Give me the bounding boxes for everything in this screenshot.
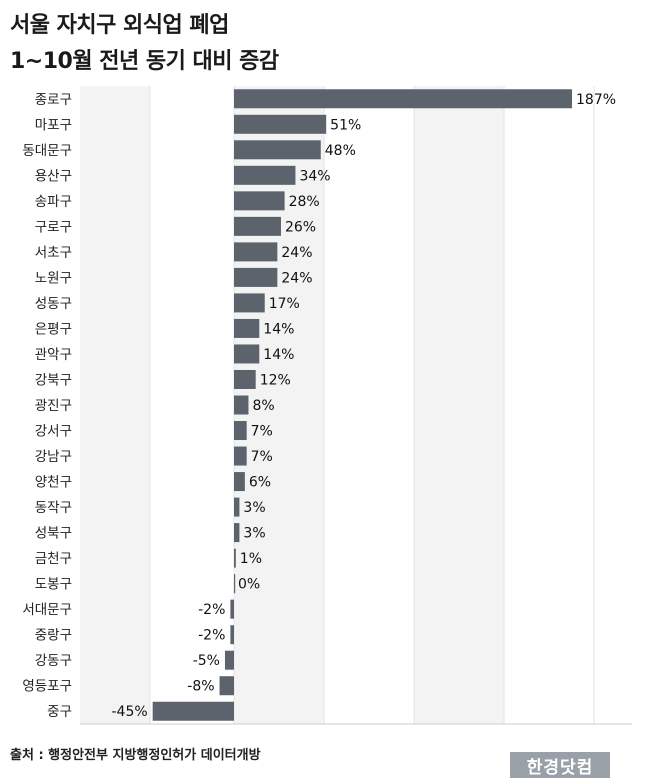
value-label: 24% [281,245,312,261]
value-label: -8% [187,679,214,695]
bar-강북구 [234,369,256,389]
value-label: -5% [193,653,220,669]
category-label: 성동구 [35,296,72,312]
category-label: 송파구 [35,194,72,210]
category-label: 강남구 [35,449,72,465]
value-label: 3% [243,500,265,516]
bar-도봉구 [234,574,236,594]
category-label: 영등포구 [22,679,72,695]
chart-title: 서울 자치구 외식업 폐업 1~10월 전년 동기 대비 증감 [10,8,279,80]
bar-마포구 [234,114,327,134]
value-label: 0% [238,577,260,593]
bar-chart: 187% 종로구 51% 마포구 48% 동대문구 34% 용산구 28% 송파구 26% 구로구 24… [22,86,632,725]
category-label: 중랑구 [35,628,72,644]
bar-강서구 [234,421,247,441]
bar-동대문구 [234,140,321,160]
category-label: 관악구 [35,347,72,363]
value-label: 6% [249,475,271,491]
bar-양천구 [234,472,245,492]
category-label: 양천구 [35,475,72,491]
bar-금천구 [234,548,236,568]
category-label: 동대문구 [22,143,72,159]
source-note: 출처 : 행정안전부 지방행정인허가 데이터개방 [10,748,261,763]
bar-중랑구 [230,625,234,645]
value-label: 8% [252,398,274,414]
bar-서대문구 [230,599,234,619]
value-label: -2% [198,628,225,644]
category-label: 용산구 [35,168,72,184]
category-label: 동작구 [35,500,72,516]
value-label: 7% [251,424,273,440]
value-label: 51% [330,117,361,133]
category-label: 성북구 [35,526,72,542]
bar-송파구 [234,191,285,211]
bar-용산구 [234,165,296,185]
bar-중구 [152,701,234,721]
category-label: 도봉구 [35,577,72,593]
bar-구로구 [234,216,281,236]
category-label: 서대문구 [22,602,72,618]
bar-관악구 [234,344,260,364]
bar-강동구 [224,650,234,670]
value-label: 48% [325,143,356,159]
value-label: 14% [263,347,294,363]
category-label: 종로구 [35,92,72,108]
value-label: 3% [243,526,265,542]
bar-노원구 [234,267,278,287]
category-label: 마포구 [35,117,72,133]
value-label: 26% [285,219,316,235]
title-line-2: 1~10월 전년 동기 대비 증감 [10,49,279,74]
publisher-logo: 한경닷컴 [510,752,610,778]
value-label: 187% [576,92,616,108]
plot-band [414,86,504,724]
bar-성동구 [234,293,265,313]
value-label: 7% [251,449,273,465]
value-label: 17% [269,296,300,312]
category-label: 금천구 [35,551,72,567]
value-label: -45% [111,704,147,720]
category-label: 광진구 [35,398,72,414]
title-line-1: 서울 자치구 외식업 폐업 [10,13,229,38]
value-label: 12% [260,372,291,388]
category-label: 강서구 [35,424,72,440]
category-label: 은평구 [35,321,72,337]
value-label: -2% [198,602,225,618]
category-label: 서초구 [35,245,72,261]
value-label: 24% [281,270,312,286]
bar-종로구 [234,89,572,109]
bar-서초구 [234,242,278,262]
value-label: 34% [299,168,330,184]
bar-동작구 [234,497,240,517]
bar-강남구 [234,446,247,466]
category-label: 중구 [47,704,72,720]
value-label: 1% [240,551,262,567]
category-label: 강동구 [35,653,72,669]
category-label: 노원구 [35,270,72,286]
value-label: 14% [263,321,294,337]
bar-성북구 [234,523,240,543]
bar-광진구 [234,395,249,415]
category-label: 구로구 [35,219,72,235]
bar-은평구 [234,318,260,338]
plot-band [80,86,150,724]
bar-영등포구 [219,676,234,696]
value-label: 28% [289,194,320,210]
category-label: 강북구 [35,372,72,388]
